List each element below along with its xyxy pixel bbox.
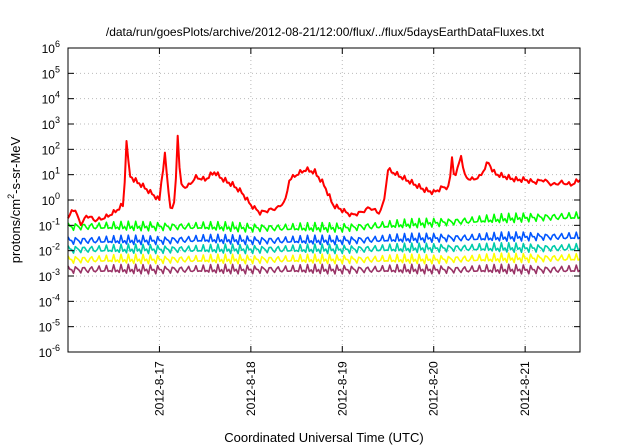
y-tick-label: 103	[42, 115, 60, 132]
series-line	[67, 242, 581, 255]
x-axis-label: Coordinated Universal Time (UTC)	[224, 430, 423, 445]
series-line	[67, 263, 581, 275]
y-tick-label: 104	[42, 90, 60, 107]
y-tick-label: 10-4	[39, 292, 60, 309]
chart-title: /data/run/goesPlots/archive/2012-08-21/1…	[106, 25, 545, 39]
series-line	[67, 252, 581, 265]
y-tick-label: 105	[42, 64, 60, 81]
x-tick-label: 2012-8-19	[335, 361, 349, 416]
data-series	[67, 134, 581, 275]
gridlines	[68, 48, 580, 352]
series-line	[67, 134, 581, 227]
x-tick-label: 2012-8-20	[427, 361, 441, 416]
axes: 10-6 10-5 10-4 10-3 10-2 10-1 100 101 102 103 104 1…	[39, 39, 580, 416]
x-tick-label: 2012-8-21	[518, 361, 532, 416]
y-tick-label: 10-1	[39, 216, 60, 233]
y-tick-label: 10-6	[39, 343, 60, 360]
y-tick-label: 106	[42, 39, 60, 56]
series-line	[67, 231, 581, 246]
y-tick-label: 100	[42, 191, 60, 208]
x-tick-label: 2012-8-17	[152, 361, 166, 416]
y-tick-label: 10-2	[39, 242, 60, 259]
x-tick-label: 2012-8-18	[244, 361, 258, 416]
y-axis-label: protons/cm2-s-sr-MeV	[6, 136, 23, 263]
y-tick-label: 10-5	[39, 318, 60, 335]
y-tick-label: 10-3	[39, 267, 60, 284]
series-line	[67, 211, 581, 233]
y-tick-label: 102	[42, 140, 60, 157]
y-tick-label: 101	[42, 166, 60, 183]
